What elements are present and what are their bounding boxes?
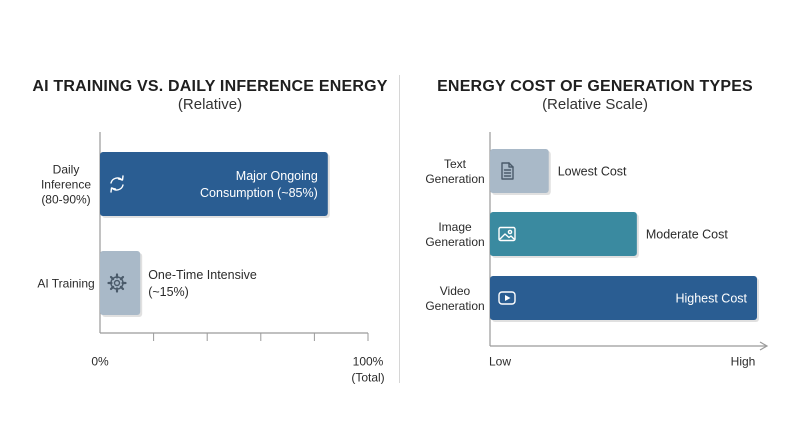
refresh-icon (110, 175, 124, 193)
x-tick-label-low: Low (489, 355, 511, 369)
x-tick-label-high: High (731, 355, 756, 369)
image-icon (498, 226, 516, 242)
axis-arrow-icon (759, 341, 769, 351)
bar-video-generation (490, 276, 757, 320)
bar-label: One-Time Intensive (~15%) (148, 268, 257, 299)
bar-label: Moderate Cost (646, 228, 729, 242)
x-tick-label-min: 0% (91, 355, 109, 369)
category-label: Daily Inference (80-90%) (41, 163, 91, 207)
bar-daily-inference (100, 152, 328, 216)
right-chart-title: ENERGY COST OF GENERATION TYPES (437, 78, 753, 95)
gear-icon (107, 273, 127, 293)
right-chart-subtitle: (Relative Scale) (542, 96, 648, 113)
left-chart-subtitle: (Relative) (177, 96, 243, 113)
left-chart-title: AI TRAINING VS. DAILY INFERENCE ENERGY (32, 78, 388, 95)
document-icon (501, 162, 514, 180)
play-icon (498, 291, 516, 305)
panel-divider (399, 75, 400, 383)
bar-text-generation (490, 149, 549, 193)
left-chart: Daily Inference (80-90%) Major Ongoing Consu… (37, 132, 385, 385)
category-label: Image Generation (425, 220, 484, 249)
category-label: Video Generation (425, 284, 484, 313)
bar-label: Highest Cost (675, 292, 747, 306)
category-label: AI Training (37, 277, 94, 291)
bar-label: Lowest Cost (558, 165, 627, 179)
category-label: Text Generation (425, 157, 484, 186)
x-tick-label-max: 100% (Total) (351, 355, 384, 385)
bar-label: Major Ongoing Consumption (~85%) (200, 169, 318, 200)
bar-image-generation (490, 212, 637, 256)
